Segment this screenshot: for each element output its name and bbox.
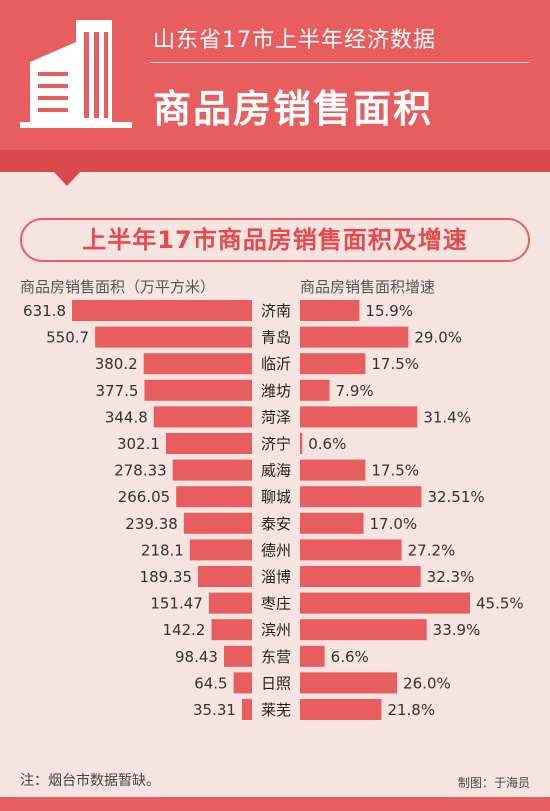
area-bar [165,433,252,454]
area-value-label: 239.38 [125,515,178,533]
growth-bar [300,539,402,561]
growth-value-label: 0.6% [308,435,346,453]
pointer-triangle [54,172,80,186]
growth-value-label: 7.9% [336,382,374,400]
growth-value-label: 32.51% [427,488,484,506]
growth-bar [300,433,303,454]
city-label: 菏泽 [261,408,291,426]
growth-value-label: 6.6% [331,648,369,666]
area-value-label: 98.43 [175,648,218,666]
growth-bar [300,300,360,321]
growth-value-label: 31.4% [423,408,471,426]
right-column-header: 商品房销售面积增速 [300,278,436,296]
chart-title-box: 上半年17市商品房销售面积及增速 [20,218,530,262]
building-icon [20,20,132,128]
area-value-label: 380.2 [95,355,138,373]
city-label: 泰安 [261,515,291,533]
area-bar [198,566,252,587]
growth-value-label: 15.9% [365,302,413,320]
area-bar [211,619,252,641]
growth-value-label: 21.8% [387,701,435,719]
area-bar [143,353,252,375]
area-bar [241,699,252,720]
growth-value-label: 26.0% [403,674,451,692]
growth-value-label: 17.5% [371,462,419,480]
growth-value-label: 45.5% [476,595,524,613]
growth-bar [300,486,422,508]
area-bar [172,459,252,481]
city-label: 青岛 [261,329,291,347]
growth-bar [300,512,364,534]
area-bar [176,486,252,508]
area-value-label: 631.8 [23,302,66,320]
city-label: 淄博 [261,568,291,586]
growth-bar [300,406,418,428]
city-label: 东营 [261,648,291,666]
growth-bar [300,566,421,587]
growth-bar [300,326,409,348]
footnote: 注：烟台市数据暂缺。 [20,773,160,789]
city-label: 潍坊 [261,382,291,400]
area-value-label: 189.35 [140,568,193,586]
growth-bar [300,672,398,694]
growth-bar [300,592,470,614]
area-bar [233,672,252,694]
left-column-header: 商品房销售面积（万平方米） [20,278,216,296]
header-band [0,150,550,172]
area-value-label: 35.31 [193,701,236,719]
area-bar [183,512,252,534]
growth-bar [300,619,427,641]
header-divider [150,62,530,63]
growth-value-label: 29.0% [414,329,462,347]
area-bar [144,379,252,401]
growth-value-label: 27.2% [408,541,456,559]
city-label: 聊城 [261,488,291,506]
growth-bar [300,459,366,481]
city-label: 济宁 [261,435,291,453]
area-bar [72,300,252,321]
growth-bar [300,699,382,720]
growth-bar [300,645,325,667]
area-value-label: 218.1 [141,541,184,559]
header-banner: 山东省17市上半年经济数据 商品房销售面积 [0,0,550,150]
header-title: 商品房销售面积 [153,87,434,131]
growth-value-label: 33.9% [433,621,481,639]
area-value-label: 142.2 [163,621,206,639]
area-bar [223,645,252,667]
area-value-label: 377.5 [95,382,138,400]
city-label: 枣庄 [261,595,291,613]
area-value-label: 64.5 [194,674,227,692]
bottom-bar [0,797,550,811]
credit: 制图：于海员 [457,776,530,790]
city-label: 日照 [261,674,291,692]
area-value-label: 266.05 [118,488,171,506]
city-label: 威海 [261,462,291,480]
area-value-label: 344.8 [105,408,148,426]
city-label: 济南 [261,302,291,320]
area-bar [153,406,252,428]
city-label: 滨州 [261,621,291,639]
area-bar [189,539,252,561]
city-label: 临沂 [261,355,291,373]
city-label: 莱芜 [261,701,291,719]
area-bar [208,592,252,614]
growth-value-label: 17.0% [370,515,418,533]
growth-bar [300,379,330,401]
area-value-label: 550.7 [46,329,89,347]
header-subtitle: 山东省17市上半年经济数据 [153,28,436,53]
city-label: 德州 [261,541,291,559]
growth-value-label: 17.5% [371,355,419,373]
area-value-label: 302.1 [117,435,160,453]
area-bar [95,326,253,348]
area-value-label: 278.33 [114,462,167,480]
area-value-label: 151.47 [150,595,203,613]
chart-title: 上半年17市商品房销售面积及增速 [82,226,468,254]
growth-bar [300,353,366,375]
growth-value-label: 32.3% [427,568,475,586]
